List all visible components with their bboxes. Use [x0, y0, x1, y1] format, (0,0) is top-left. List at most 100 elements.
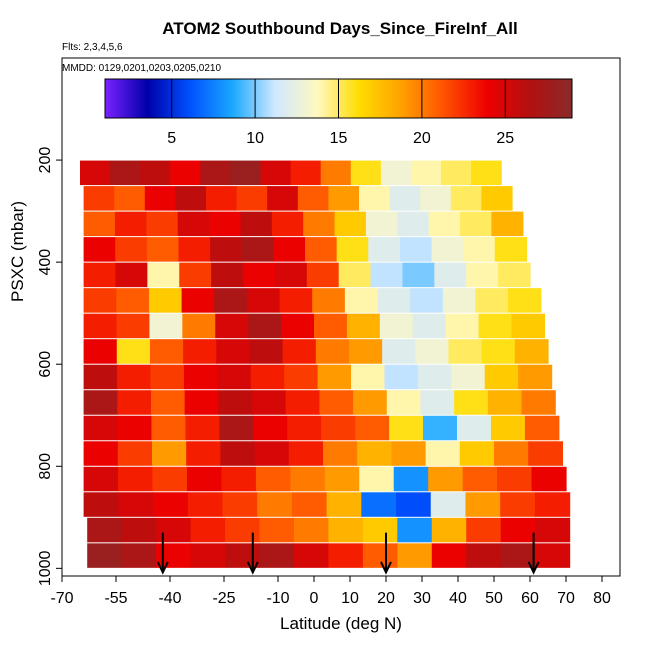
heatmap-cell	[254, 441, 290, 466]
heatmap-cell	[397, 517, 433, 543]
heatmap-cell	[521, 390, 556, 415]
heatmap-cell	[288, 441, 324, 466]
heatmap-layer	[80, 160, 571, 568]
x-tick-label: 50	[485, 590, 503, 607]
heatmap-cell	[348, 339, 383, 364]
heatmap-cell	[250, 364, 285, 390]
heatmap-cell	[334, 211, 367, 237]
heatmap-cell	[535, 517, 571, 543]
heatmap-cell	[153, 492, 189, 517]
heatmap-cell	[83, 262, 117, 288]
heatmap-cell	[396, 492, 432, 517]
heatmap-cell	[121, 543, 157, 568]
heatmap-cell	[293, 517, 329, 543]
colorbar-tick-label: 10	[246, 130, 264, 147]
heatmap-cell	[528, 441, 563, 466]
heatmap-cell	[214, 288, 248, 313]
heatmap-cell	[355, 415, 390, 441]
heatmap-cell	[423, 415, 458, 441]
heatmap-cell	[249, 339, 284, 364]
heatmap-cell	[151, 415, 187, 441]
y-axis: 200 400 600 800 1000	[37, 147, 62, 586]
heatmap-cell	[344, 288, 379, 313]
heatmap-cell	[118, 466, 154, 492]
heatmap-cell	[494, 441, 529, 466]
heatmap-cell	[252, 390, 287, 415]
heatmap-cell	[83, 441, 119, 466]
heatmap-cell	[183, 339, 217, 364]
heatmap-cell	[434, 262, 467, 288]
colorbar-tick-label: 20	[413, 130, 431, 147]
colorbar-frame	[104, 78, 573, 119]
heatmap-cell	[156, 543, 192, 568]
heatmap-cell	[425, 441, 461, 466]
heatmap-cell	[391, 441, 427, 466]
heatmap-cell	[282, 339, 317, 364]
heatmap-cell	[497, 466, 533, 492]
heatmap-cell	[386, 390, 422, 415]
heatmap-cell	[279, 288, 313, 313]
heatmap-cell	[511, 313, 545, 339]
heatmap-cell	[399, 237, 433, 262]
heatmap-cell	[498, 262, 531, 288]
heatmap-cell	[466, 543, 502, 568]
heatmap-cell	[146, 211, 179, 237]
heatmap-cell	[357, 441, 392, 466]
heatmap-cell	[380, 160, 412, 186]
heatmap-cell	[415, 339, 450, 364]
heatmap-cell	[508, 288, 542, 313]
heatmap-cell	[177, 211, 210, 237]
heatmap-cell	[87, 517, 123, 543]
heatmap-cell	[320, 160, 352, 186]
y-tick-label: 1000	[37, 550, 54, 586]
heatmap-cell	[291, 492, 328, 517]
heatmap-cell	[150, 390, 186, 415]
heatmap-cell	[83, 288, 117, 313]
arrow-head	[246, 561, 259, 575]
heatmap-cell	[146, 237, 180, 262]
heatmap-cell	[118, 492, 154, 517]
heatmap-cell	[121, 517, 157, 543]
heatmap-cell	[290, 466, 326, 492]
heatmap-cell	[83, 466, 119, 492]
heatmap-cell	[255, 466, 291, 492]
heatmap-cell	[183, 364, 218, 390]
heatmap-cell	[293, 543, 329, 568]
y-tick-label: 800	[37, 453, 54, 480]
heatmap-cell	[114, 211, 147, 237]
heatmap-cell	[315, 339, 350, 364]
heatmap-cell	[220, 441, 256, 466]
heatmap-cell	[351, 364, 386, 390]
heatmap-cell	[431, 237, 464, 262]
heatmap-cell	[218, 390, 253, 415]
heatmap-cell	[259, 517, 295, 543]
heatmap-cell	[362, 543, 398, 568]
heatmap-cell	[377, 288, 411, 313]
heatmap-cell	[326, 492, 362, 517]
heatmap-cell	[117, 441, 153, 466]
heatmap-cell	[83, 390, 118, 415]
heatmap-cell	[384, 364, 419, 390]
heatmap-cell	[116, 313, 151, 339]
heatmap-cell	[412, 313, 447, 339]
heatmap-cell	[178, 237, 211, 262]
x-tick-label: 70	[557, 590, 575, 607]
heatmap-cell	[182, 313, 216, 339]
heatmap-cell	[297, 186, 329, 211]
heatmap-cell	[451, 364, 486, 390]
heatmap-cell	[389, 415, 424, 441]
heatmap-cell	[221, 466, 257, 492]
heatmap-cell	[368, 237, 401, 262]
x-tick-label: 10	[341, 590, 359, 607]
heatmap-cell	[236, 186, 268, 211]
heatmap-cell	[431, 517, 467, 543]
heatmap-cell	[83, 211, 116, 237]
x-tick-label: -40	[158, 590, 181, 607]
heatmap-cell	[253, 415, 288, 441]
heatmap-cell	[87, 543, 123, 568]
plot-frame	[61, 57, 621, 577]
arrow-markers	[156, 532, 540, 575]
heatmap-cell	[324, 466, 360, 492]
arrow-head	[156, 561, 169, 575]
heatmap-cell	[321, 415, 356, 441]
